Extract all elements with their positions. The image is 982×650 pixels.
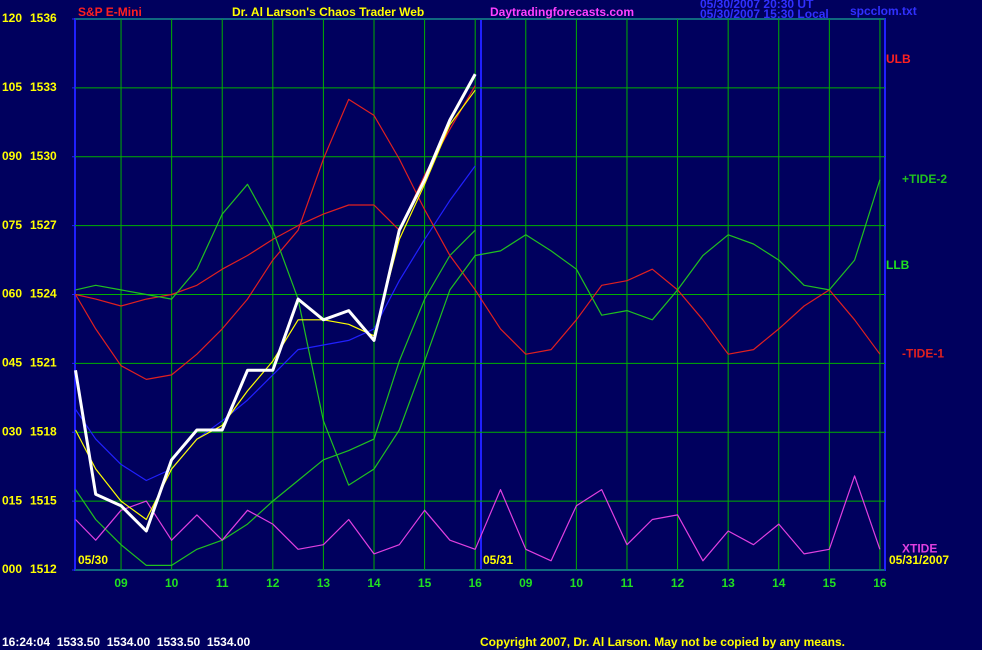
- y2-tick-label: 000: [2, 562, 22, 576]
- x-tick-label: 09: [114, 576, 128, 590]
- x-tick-label: 12: [266, 576, 280, 590]
- date-label: 05/31/2007: [889, 553, 949, 567]
- chart-title: Dr. Al Larson's Chaos Trader Web: [232, 5, 424, 19]
- y-tick-label: 1512: [30, 562, 57, 576]
- y-tick-label: 1518: [30, 424, 57, 438]
- timestamp: 05/30/2007 15:30 Local: [700, 7, 829, 21]
- y2-tick-label: 045: [2, 356, 22, 370]
- date-label: 05/31: [483, 553, 513, 567]
- annotation: LLB: [886, 258, 910, 272]
- series-line: [74, 89, 476, 521]
- copyright: Copyright 2007, Dr. Al Larson. May not b…: [480, 635, 845, 649]
- date-label: 05/30: [78, 553, 108, 567]
- x-tick-label: 16: [873, 576, 887, 590]
- series-line: [75, 165, 476, 482]
- x-tick-label: 15: [418, 576, 432, 590]
- timestamp: 05/30/2007 20:30 UT: [700, 0, 814, 11]
- y-tick-label: 1536: [30, 11, 57, 25]
- x-tick-label: 11: [216, 576, 229, 590]
- y2-tick-label: 090: [2, 149, 22, 163]
- y2-tick-label: 060: [2, 287, 22, 301]
- y2-tick-label: 015: [2, 493, 22, 507]
- x-tick-label: 13: [317, 576, 331, 590]
- y-tick-label: 1515: [30, 493, 57, 507]
- x-tick-label: 13: [721, 576, 735, 590]
- y2-tick-label: 030: [2, 424, 22, 438]
- y-tick-label: 1530: [30, 149, 57, 163]
- y-tick-label: 1527: [30, 218, 57, 232]
- y-tick-label: 1524: [30, 287, 57, 301]
- series-line: [74, 98, 881, 380]
- series-line: [75, 229, 476, 566]
- series-label: -TIDE-1: [902, 346, 944, 360]
- website: Daytradingforecasts.com: [490, 5, 634, 19]
- y-tick-label: 1533: [30, 80, 57, 94]
- x-tick-label: 12: [671, 576, 685, 590]
- series-line: [75, 475, 881, 562]
- file-name: spcclom.txt: [850, 4, 917, 18]
- y2-tick-label: 075: [2, 218, 22, 232]
- x-tick-label: 14: [367, 576, 381, 590]
- series-label: XTIDE: [902, 542, 937, 556]
- x-tick-label: 14: [772, 576, 786, 590]
- series-label: +TIDE-2: [902, 172, 947, 186]
- x-tick-label: 16: [469, 576, 483, 590]
- x-tick-label: 11: [621, 576, 634, 590]
- instrument: S&P E-Mini: [78, 5, 142, 19]
- y2-tick-label: 105: [2, 80, 22, 94]
- quote: 16:24:04 1533.50 1534.00 1533.50 1534.00: [2, 635, 251, 649]
- x-tick-label: 09: [519, 576, 533, 590]
- x-tick-label: 10: [165, 576, 179, 590]
- x-tick-label: 15: [823, 576, 837, 590]
- y-tick-label: 1521: [30, 356, 57, 370]
- series-line: [74, 73, 477, 533]
- x-tick-label: 10: [570, 576, 584, 590]
- y2-tick-label: 120: [2, 11, 22, 25]
- annotation: ULB: [886, 52, 911, 66]
- series-line: [75, 179, 881, 486]
